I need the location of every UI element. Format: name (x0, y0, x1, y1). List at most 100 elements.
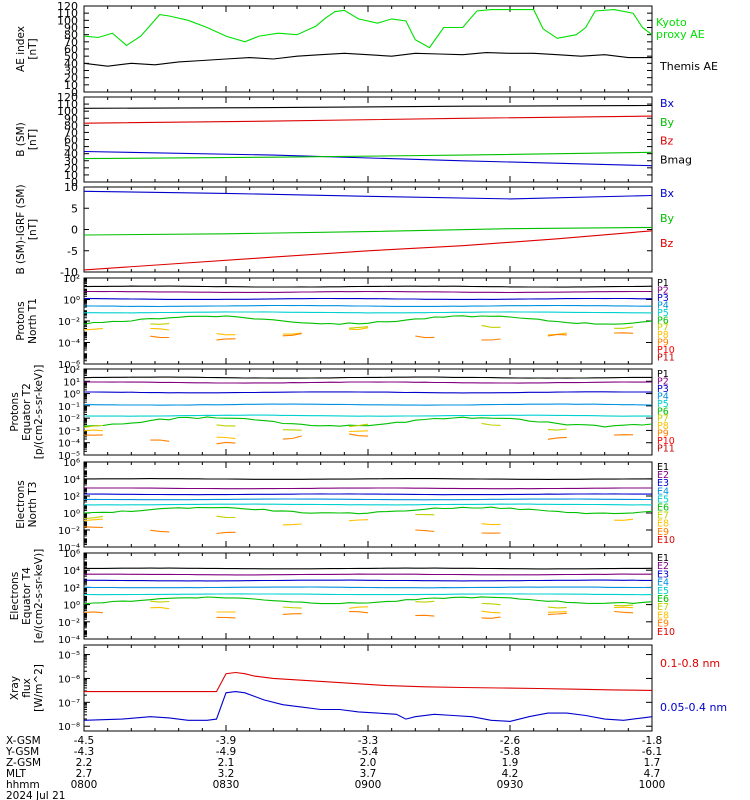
e4-label-E8: E8 (657, 610, 669, 621)
p2-label-P10: P10 (657, 436, 675, 447)
orbit-value: -4.3 (74, 746, 95, 758)
bigrf-legend-bx: Bx (660, 187, 675, 200)
xray-axis-label: flux (21, 678, 33, 697)
e4-label-E7: E7 (657, 602, 669, 613)
e4-channel-E8 (614, 606, 634, 609)
p1-channel-P4 (83, 304, 652, 308)
xray-axis-label: [W/m^2] (33, 664, 45, 712)
p2-channel-P7 (547, 428, 567, 431)
bsm-ytick-label: 100 (57, 105, 78, 118)
orbit-value: 2.2 (76, 757, 93, 769)
xray-legend-long: 0.1-0.8 nm (660, 657, 720, 670)
bigrf-axis-label: [nT] (27, 219, 39, 240)
e3-channel-E8 (481, 523, 501, 526)
bsm-legend-bmag: Bmag (660, 153, 692, 166)
bsm-series-bmag (83, 104, 653, 109)
bigrf-legend-by: By (660, 212, 675, 225)
p2-channel-P7 (282, 429, 302, 431)
e4-label-E2: E2 (657, 561, 669, 572)
bsm-frame (83, 96, 653, 183)
p2-ytick-label: 10⁻² (58, 414, 80, 425)
ae-ytick-label: 50 (64, 50, 78, 63)
e3-axis-label: Electrons (15, 480, 27, 529)
p2-channel-P9 (216, 441, 236, 445)
p1-channel-P8 (150, 327, 170, 331)
orbit-value: -2.6 (500, 735, 521, 747)
bigrf-ytick-label: 5 (71, 202, 78, 215)
p1-channel-P5 (83, 311, 653, 314)
e4-channel-E2 (84, 573, 652, 576)
bsm-legend-bx: Bx (660, 97, 675, 110)
p2-channel-P8 (83, 429, 103, 432)
p1-label-P4: P4 (657, 300, 669, 311)
e4-channel-E9 (216, 616, 236, 619)
bsm-legend-by: By (660, 116, 675, 129)
e3-ytick-label: 10² (63, 492, 80, 503)
p2-ytick-label: 10¹ (63, 377, 80, 388)
e4-channel-E8 (481, 610, 501, 614)
bsm-ytick-label: 80 (64, 119, 78, 132)
ae-ytick-label: 90 (64, 22, 78, 35)
e3-ytick-label: 10⁶ (63, 458, 80, 469)
orbit-value: -1.8 (642, 735, 663, 747)
ae-ytick-label: 20 (64, 72, 78, 85)
p1-ytick-label: 10⁻⁶ (58, 360, 80, 371)
p2-label-P4: P4 (657, 391, 669, 402)
p2-ytick-label: 10⁻¹ (58, 402, 80, 413)
ae-ytick-label: 30 (64, 65, 78, 78)
ae-legend-themis-ae: Themis AE (659, 60, 718, 73)
e4-label-E4: E4 (657, 578, 669, 589)
p1-label-P7: P7 (657, 323, 669, 334)
p1-label-P6: P6 (657, 315, 669, 326)
bsm-ytick-label: 40 (64, 148, 78, 161)
orbit-value: 1.7 (644, 757, 661, 769)
e3-channel-E2 (84, 487, 652, 490)
bsm-legend-bz: Bz (660, 135, 674, 148)
e3-channel-E8 (614, 518, 634, 521)
p2-channel-P3 (84, 391, 653, 394)
bsm-ytick-label: 30 (64, 155, 78, 168)
xray-ytick-label: 10⁻⁸ (58, 722, 80, 733)
e4-ytick-label: 10⁻² (58, 618, 80, 629)
p1-channel-P7 (150, 323, 170, 325)
bigrf-series-bx (83, 190, 653, 200)
e4-ylabel: Electrons Equator T4 [e/(cm2-s-sr-keV)] (9, 549, 45, 643)
bsm-series-by (83, 151, 653, 160)
p1-channel-P9 (614, 332, 634, 334)
p1-channel-P7 (349, 326, 369, 329)
p1-label-P5: P5 (657, 308, 669, 319)
p1-channel-P9 (547, 333, 567, 337)
orbit-value: 2.1 (218, 757, 235, 769)
p2-ytick-label: 10⁻⁵ (58, 451, 80, 462)
orbit-value: 3.7 (360, 768, 377, 780)
bsm-ylabel: B (SM) [nT] (15, 122, 39, 156)
e4-label-E3: E3 (657, 569, 669, 580)
e4-channel-E9 (282, 613, 302, 615)
xray-ytick-label: 10⁻⁶ (58, 674, 80, 685)
bsm-ytick-label: 90 (64, 112, 78, 125)
e3-label-E6: E6 (657, 503, 669, 514)
bigrf-ytick-label: 0 (71, 224, 78, 237)
orbit-value: 1.9 (502, 757, 519, 769)
p2-label-P11: P11 (657, 444, 675, 455)
e3-label-E5: E5 (657, 494, 669, 505)
e3-label-E7: E7 (657, 511, 669, 522)
ae-ytick-label: 0 (71, 86, 78, 99)
p2-axis-label: Protons (9, 392, 21, 431)
e3-ylabel: Electrons North T3 (15, 480, 39, 529)
p1-channel-P3 (84, 297, 653, 300)
p2-label-P2: P2 (657, 376, 669, 387)
p1-channel-P8 (349, 327, 369, 331)
bigrf-series-by (83, 226, 653, 236)
orbit-value: -3.9 (216, 735, 237, 747)
orbit-value: 1000 (639, 779, 666, 791)
e4-channel-E7 (150, 600, 170, 603)
p1-label-P10: P10 (657, 345, 675, 356)
e4-channel-E7 (614, 604, 634, 607)
e3-label-E8: E8 (657, 519, 669, 530)
xray-series-0-05-0-4-nm (83, 691, 653, 722)
e4-channel-E7 (547, 606, 567, 609)
bsm-ytick-label: 20 (64, 162, 78, 175)
p2-ytick-label: 10² (63, 365, 80, 376)
e4-channel-E9 (481, 616, 501, 619)
